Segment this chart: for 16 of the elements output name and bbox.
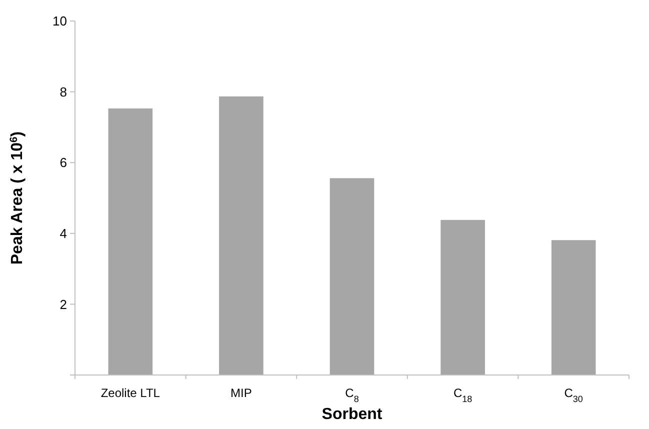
y-tick-label: 4	[60, 226, 67, 241]
x-axis-title: Sorbent	[322, 406, 383, 423]
y-tick-label: 6	[60, 155, 67, 170]
bar	[330, 178, 374, 375]
x-tick-label: C$_{18}$	[453, 386, 472, 404]
y-tick-label: 2	[60, 296, 67, 312]
y-tick-label: 10	[52, 14, 67, 29]
x-tick-label: MIP	[230, 386, 252, 400]
bar	[440, 220, 485, 375]
x-tick-label: Zeolite LTL	[100, 386, 160, 400]
x-tick-label: C$_{30}$	[564, 386, 583, 404]
bar	[219, 96, 264, 375]
x-tick-label: C$_{8}$	[345, 386, 359, 404]
bar	[108, 108, 153, 375]
bar	[551, 240, 596, 375]
y-tick-label: 8	[60, 84, 67, 100]
